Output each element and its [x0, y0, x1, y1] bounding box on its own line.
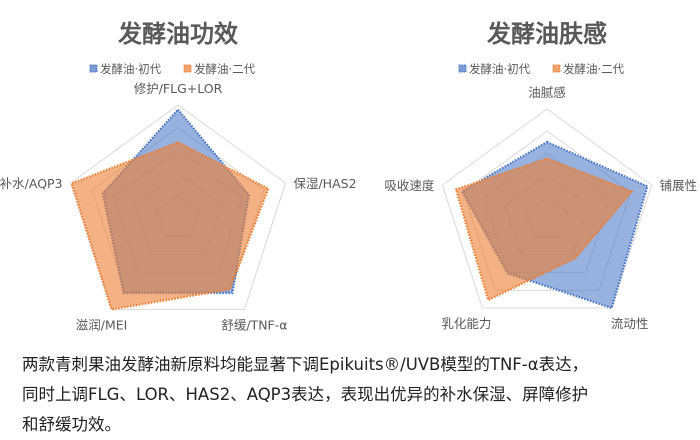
series-area-2 — [70, 141, 270, 311]
legend-marker — [89, 64, 98, 73]
axis-label: 补水/AQP3 — [0, 176, 63, 191]
axis-label: 吸收速度 — [384, 178, 435, 193]
caption-line: 同时上调FLG、LOR、HAS2、AQP3表达，表现出优异的补水保湿、屏障修护 — [22, 385, 589, 404]
legend-marker — [552, 64, 561, 73]
legend-label: 发酵油·初代 — [100, 62, 162, 76]
legend-marker — [183, 64, 192, 73]
axis-label: 流动性 — [611, 316, 649, 331]
legend-label: 发酵油·初代 — [469, 62, 531, 76]
grid-ring — [441, 108, 653, 309]
legend-label: 发酵油·二代 — [194, 62, 256, 76]
axis-label: 滋润/MEI — [76, 317, 128, 332]
grid-ring — [69, 104, 287, 310]
axis-label: 油腻感 — [528, 85, 566, 100]
caption: 两款青刺果油发酵油新原料均能显著下调Epikuits®/UVB模型的TNF-α表… — [22, 350, 692, 440]
chart-title: 发酵油功效 — [117, 20, 238, 48]
axis-label: 铺展性 — [660, 178, 698, 193]
axis-label: 舒缓/TNF-α — [221, 317, 287, 332]
legend-marker — [458, 64, 467, 73]
axis-label: 保湿/HAS2 — [293, 176, 356, 191]
axis-label: 乳化能力 — [441, 316, 491, 331]
legend-label: 发酵油·二代 — [563, 62, 625, 76]
series-area-2 — [454, 157, 634, 302]
chart-title: 发酵油肤感 — [486, 20, 607, 48]
caption-line: 和舒缓功效。 — [22, 415, 121, 434]
caption-line: 两款青刺果油发酵油新原料均能显著下调Epikuits®/UVB模型的TNF-α表… — [22, 355, 589, 374]
axis-label: 修护/FLG+LOR — [134, 81, 223, 96]
